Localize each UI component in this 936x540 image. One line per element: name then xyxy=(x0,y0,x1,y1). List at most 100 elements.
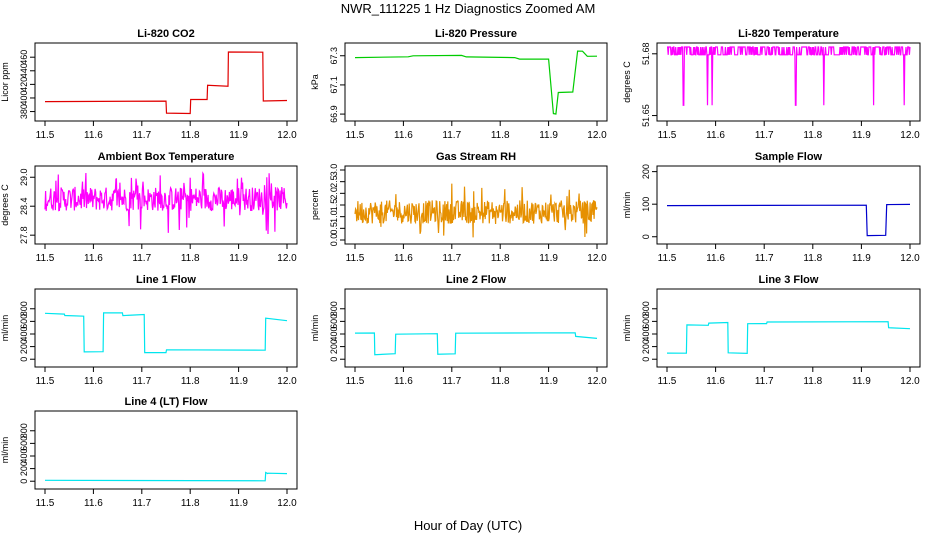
x-tick-label: 11.9 xyxy=(539,253,558,264)
x-tick-label: 12.0 xyxy=(587,130,607,141)
x-tick-label: 11.9 xyxy=(229,130,248,141)
y-tick-label: 440 xyxy=(19,63,29,78)
y-tick-label: 600 xyxy=(641,314,651,329)
x-tick-label: 11.5 xyxy=(658,376,677,387)
x-tick-label: 11.6 xyxy=(84,498,103,509)
y-axis-label: degrees C xyxy=(622,61,632,103)
panel-title: Line 2 Flow xyxy=(446,274,506,286)
x-tick-label: 11.6 xyxy=(84,253,103,264)
x-tick-label: 12.0 xyxy=(900,130,920,141)
x-tick-label: 12.0 xyxy=(900,253,920,264)
y-tick-label: 400 xyxy=(329,326,339,341)
x-tick-label: 11.8 xyxy=(491,130,510,141)
chart-panel-8: Line 3 Flow 11.5 11.6 11.7 11.8 11.9 12.0 0 2004… xyxy=(622,274,921,387)
y-tick-label: 3.0 xyxy=(329,164,339,177)
y-tick-label: 200 xyxy=(641,164,651,179)
plot-frame xyxy=(34,165,298,245)
y-axis-label: ml/min xyxy=(622,192,632,219)
x-tick-label: 11.8 xyxy=(803,376,822,387)
y-tick-label: 100 xyxy=(641,197,651,212)
x-tick-label: 11.5 xyxy=(346,253,365,264)
x-tick-label: 11.8 xyxy=(491,376,510,387)
x-tick-label: 11.9 xyxy=(539,376,558,387)
chart-panel-5: Sample Flow 11.5 11.6 11.7 11.8 11.9 12.0 0 100 2… xyxy=(622,151,921,264)
panel-title: Line 3 Flow xyxy=(759,274,819,286)
x-tick-label: 12.0 xyxy=(587,253,607,264)
data-series-line xyxy=(44,312,288,354)
x-tick-label: 11.8 xyxy=(181,253,200,264)
y-tick-label: 800 xyxy=(329,301,339,316)
y-tick-label: 2.5 xyxy=(329,175,339,188)
y-axis-label: percent xyxy=(310,189,320,220)
chart-panel-4: Gas Stream RH 11.5 11.6 11.7 11.8 11.9 12.0 0.0… xyxy=(310,151,608,264)
x-tick-label: 11.6 xyxy=(394,376,413,387)
x-tick-label: 11.7 xyxy=(755,376,774,387)
plot-frame xyxy=(344,42,608,122)
y-tick-label: 51.68 xyxy=(641,43,651,66)
y-axis-label: Licor ppm xyxy=(0,62,10,102)
y-tick-label: 600 xyxy=(329,314,339,329)
x-tick-label: 11.5 xyxy=(346,376,365,387)
x-tick-label: 11.6 xyxy=(394,253,413,264)
y-tick-label: 67.1 xyxy=(329,76,339,94)
x-tick-label: 11.6 xyxy=(706,130,725,141)
y-tick-label: 0.5 xyxy=(329,222,339,235)
panel-title: Gas Stream RH xyxy=(436,151,516,163)
y-tick-label: 800 xyxy=(19,423,29,438)
chart-panel-1: Li-820 Pressure 11.5 11.6 11.7 11.8 11.9 12.0 6… xyxy=(310,28,608,141)
x-tick-label: 11.6 xyxy=(394,130,413,141)
panel-title: Line 1 Flow xyxy=(136,274,196,286)
y-tick-label: 66.9 xyxy=(329,105,339,123)
x-tick-label: 11.5 xyxy=(36,253,55,264)
x-tick-label: 11.7 xyxy=(132,376,151,387)
x-tick-label: 11.5 xyxy=(36,130,55,141)
x-tick-label: 11.7 xyxy=(755,130,774,141)
y-tick-label: 200 xyxy=(641,339,651,354)
x-tick-label: 12.0 xyxy=(587,376,607,387)
y-tick-label: 27.8 xyxy=(19,226,29,244)
y-tick-label: 0 xyxy=(641,357,651,362)
plot-frame xyxy=(656,42,921,122)
y-tick-label: 1.0 xyxy=(329,210,339,223)
y-tick-label: 0.0 xyxy=(329,234,339,247)
x-tick-label: 11.9 xyxy=(852,130,871,141)
chart-panel-6: Line 1 Flow 11.5 11.6 11.7 11.8 11.9 12.0 0 2004… xyxy=(0,274,298,387)
y-tick-label: 800 xyxy=(19,301,29,316)
y-tick-label: 200 xyxy=(19,461,29,476)
x-tick-label: 11.8 xyxy=(181,376,200,387)
y-tick-label: 420 xyxy=(19,77,29,92)
chart-panel-0: Li-820 CO2 11.5 11.6 11.7 11.8 11.9 12.0 380400… xyxy=(0,28,298,141)
y-tick-label: 67.3 xyxy=(329,47,339,65)
chart-panel-9: Line 4 (LT) Flow 11.5 11.6 11.7 11.8 11.9 12.0… xyxy=(0,396,298,509)
y-tick-label: 0 xyxy=(641,234,651,239)
y-tick-label: 600 xyxy=(19,436,29,451)
x-tick-label: 11.7 xyxy=(755,253,774,264)
x-tick-label: 11.7 xyxy=(442,130,461,141)
x-tick-label: 11.9 xyxy=(229,253,248,264)
plot-frame xyxy=(34,410,298,490)
x-tick-label: 11.5 xyxy=(36,498,55,509)
y-tick-label: 2.0 xyxy=(329,187,339,200)
y-tick-label: 200 xyxy=(19,339,29,354)
x-tick-label: 11.9 xyxy=(229,498,248,509)
x-tick-label: 11.8 xyxy=(181,498,200,509)
y-tick-label: 0 xyxy=(19,479,29,484)
y-tick-label: 200 xyxy=(329,339,339,354)
y-tick-label: 600 xyxy=(19,314,29,329)
x-tick-label: 11.9 xyxy=(852,376,871,387)
x-tick-label: 11.8 xyxy=(803,253,822,264)
y-tick-label: 400 xyxy=(19,90,29,105)
chart-panel-3: Ambient Box Temperature 11.5 11.6 11.7 11.8 1… xyxy=(0,151,298,264)
x-tick-label: 11.8 xyxy=(491,253,510,264)
y-tick-label: 460 xyxy=(19,50,29,65)
plot-frame xyxy=(34,42,298,122)
x-tick-label: 11.9 xyxy=(852,253,871,264)
x-axis-label: Hour of Day (UTC) xyxy=(413,518,523,533)
chart-panel-2: Li-820 Temperature 11.5 11.6 11.7 11.8 11.9 12… xyxy=(622,28,921,141)
x-tick-label: 11.7 xyxy=(442,253,461,264)
y-axis-label: ml/min xyxy=(310,315,320,342)
x-tick-label: 11.9 xyxy=(229,376,248,387)
y-axis-label: degrees C xyxy=(0,184,10,226)
x-tick-label: 11.9 xyxy=(539,130,558,141)
